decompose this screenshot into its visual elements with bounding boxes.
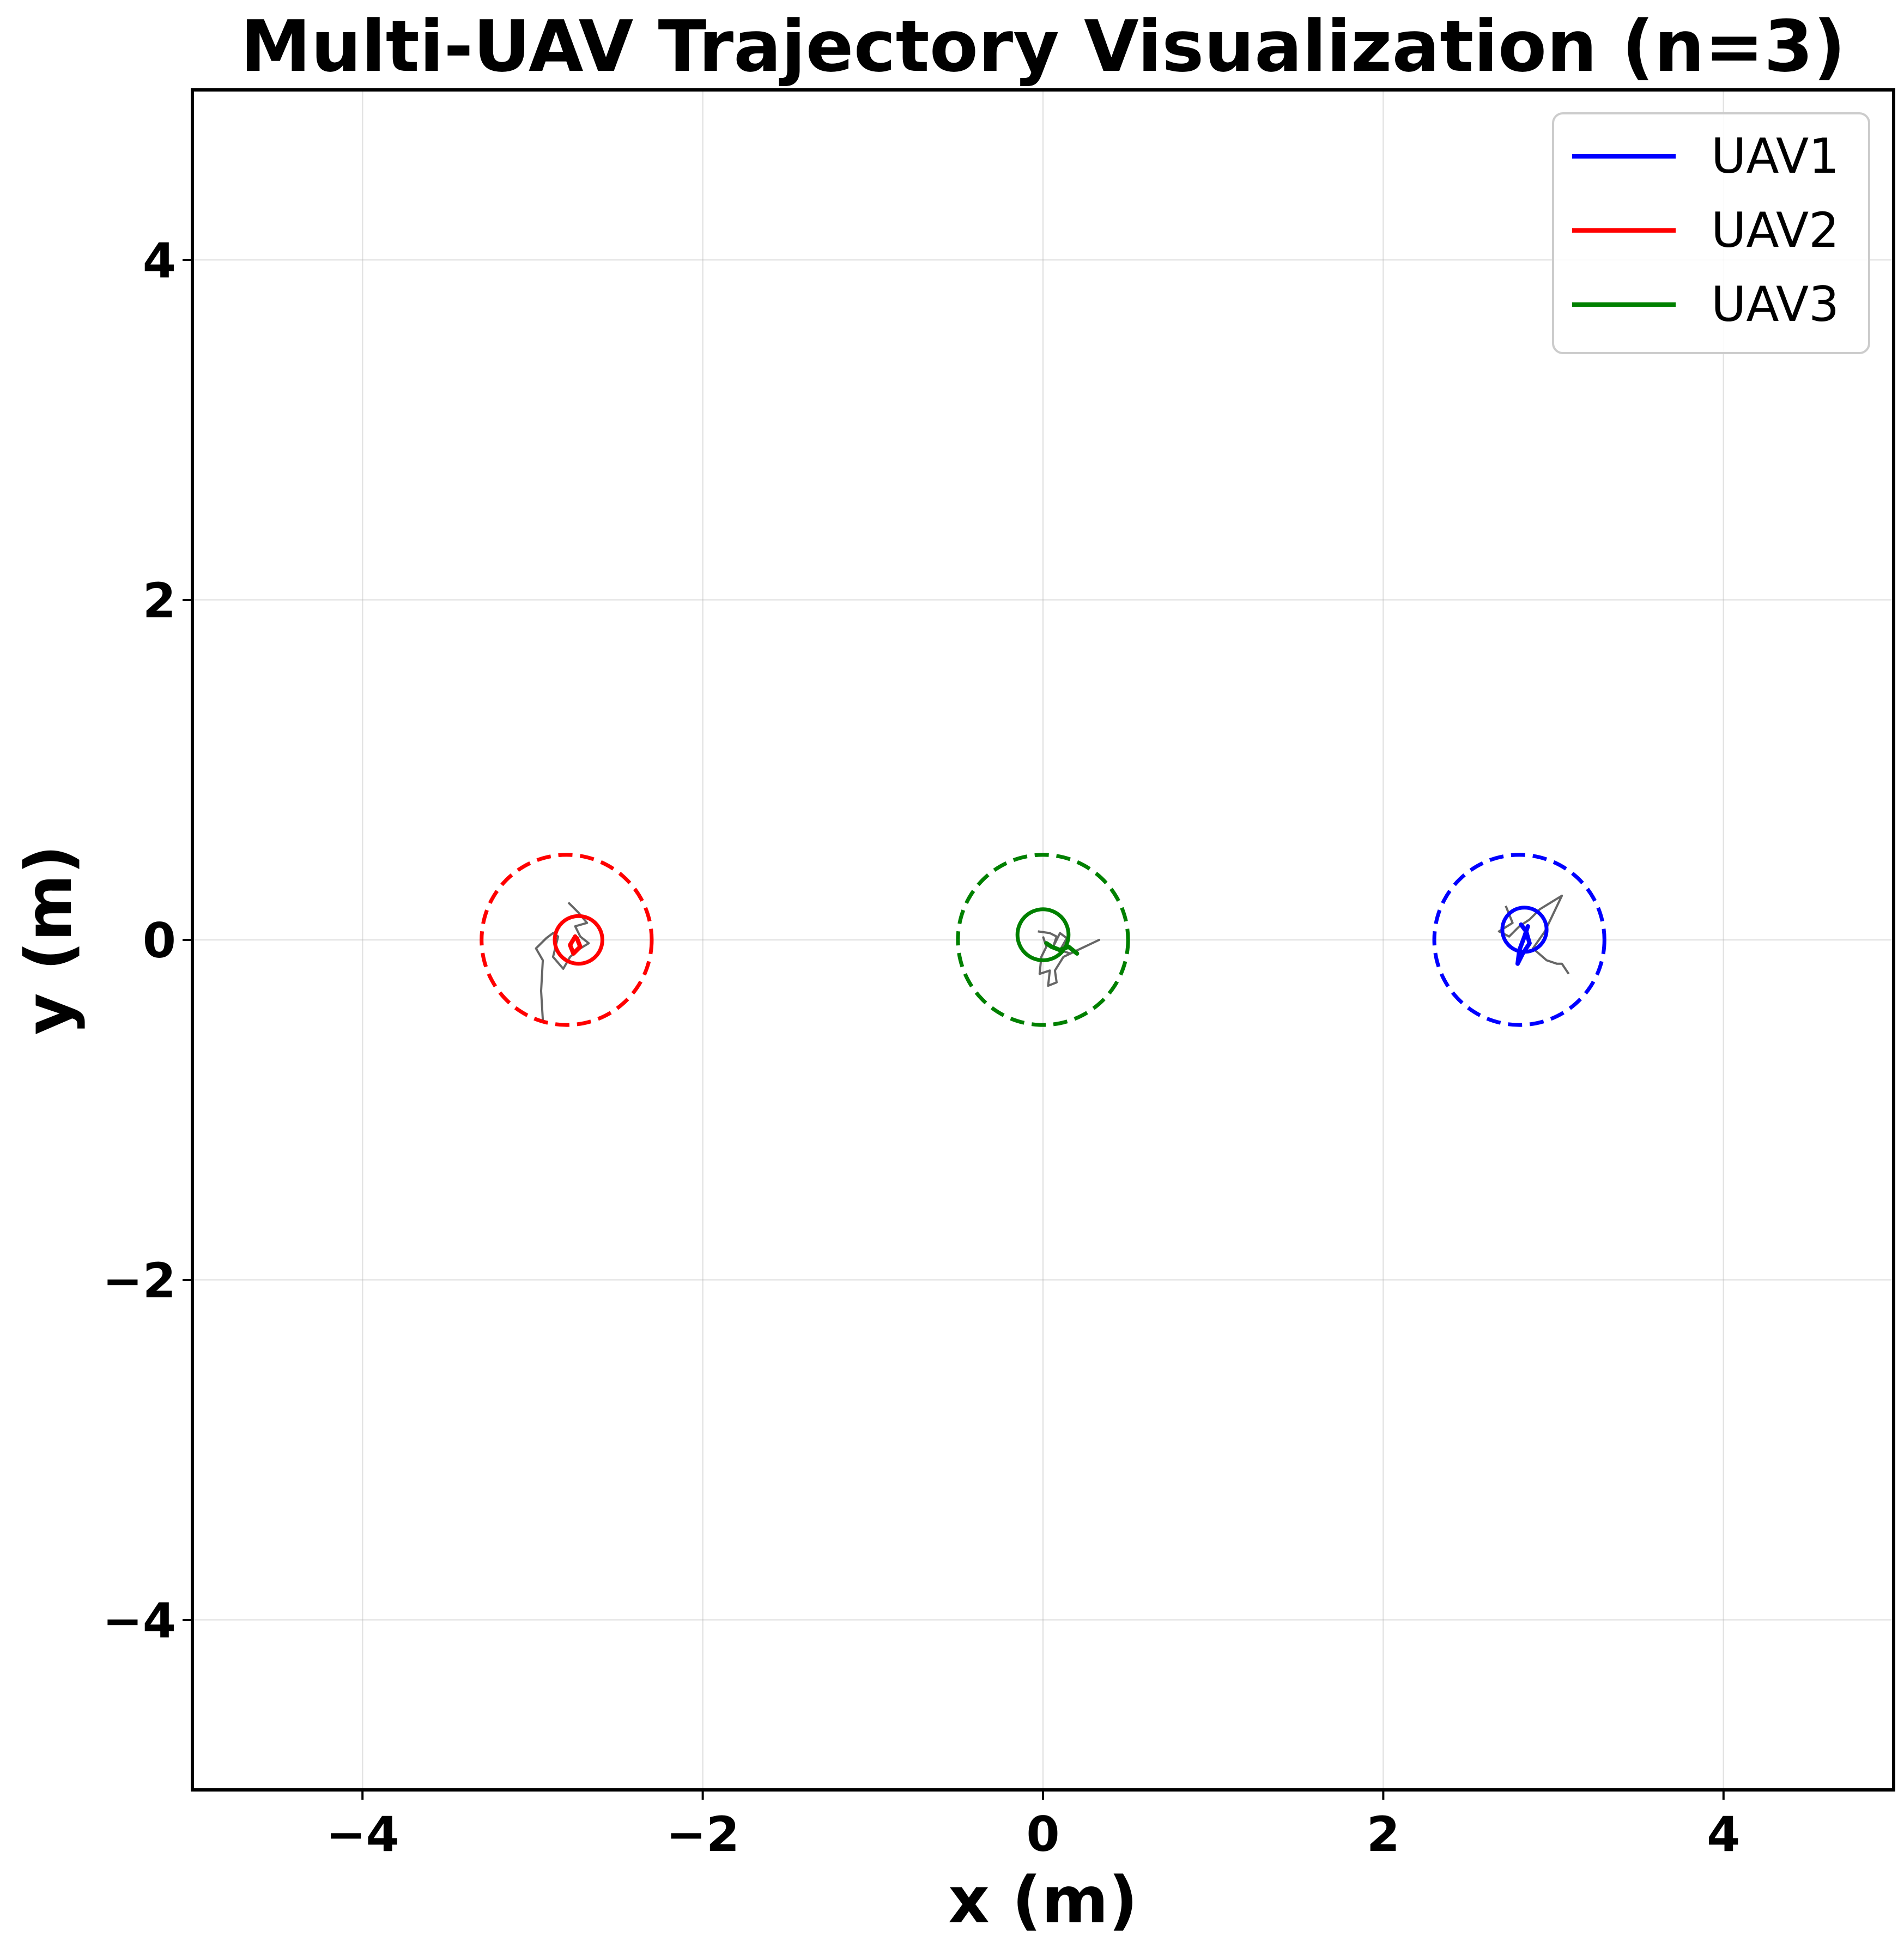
uav1-trajectory	[1515, 922, 1532, 966]
x-axis-label: x (m)	[948, 1862, 1138, 1938]
legend-label-uav1: UAV1	[1711, 128, 1839, 184]
chart-title: Multi-UAV Trajectory Visualization (n=3)	[240, 5, 1846, 88]
x-tick-label: −2	[666, 1806, 739, 1862]
y-tick-label: −4	[102, 1593, 176, 1649]
series-uav3	[956, 853, 1130, 1027]
x-tick-label: 0	[1026, 1806, 1059, 1862]
ticks: −4 −2 0 2 4 −4 −2 0 2 4	[102, 233, 1740, 1862]
legend-entries: UAV1 UAV2 UAV3	[1572, 128, 1839, 332]
uav3-target-circle	[956, 853, 1130, 1027]
y-axis-label: y (m)	[11, 845, 86, 1035]
uav3-trajectory	[1044, 941, 1080, 956]
y-tick-label: 4	[143, 233, 176, 289]
series-uav2	[480, 853, 654, 1027]
uav1-position-marker	[1500, 906, 1549, 954]
uav2-target-circle	[480, 853, 654, 1027]
x-tick-label: 4	[1707, 1806, 1740, 1862]
uav1-target-circle	[1432, 853, 1606, 1027]
uav3-noise-path	[1038, 930, 1100, 987]
y-tick-label: 2	[143, 573, 176, 629]
series-uav1	[1432, 853, 1606, 1027]
legend-frame	[1552, 112, 1870, 354]
x-tick-label: −4	[326, 1806, 399, 1862]
uav2-position-marker	[553, 914, 604, 966]
legend: UAV1 UAV2 UAV3	[1552, 112, 1870, 354]
uav3-position-marker	[1015, 907, 1071, 962]
y-tick-label: −2	[102, 1253, 176, 1309]
data-layer	[480, 853, 1606, 1027]
legend-label-uav3: UAV3	[1711, 276, 1839, 332]
y-tick-label: 0	[143, 913, 176, 969]
uav2-noise-path	[535, 901, 590, 1020]
uav2-trajectory	[568, 934, 583, 956]
x-tick-label: 2	[1367, 1806, 1400, 1862]
legend-label-uav2: UAV2	[1711, 202, 1839, 258]
